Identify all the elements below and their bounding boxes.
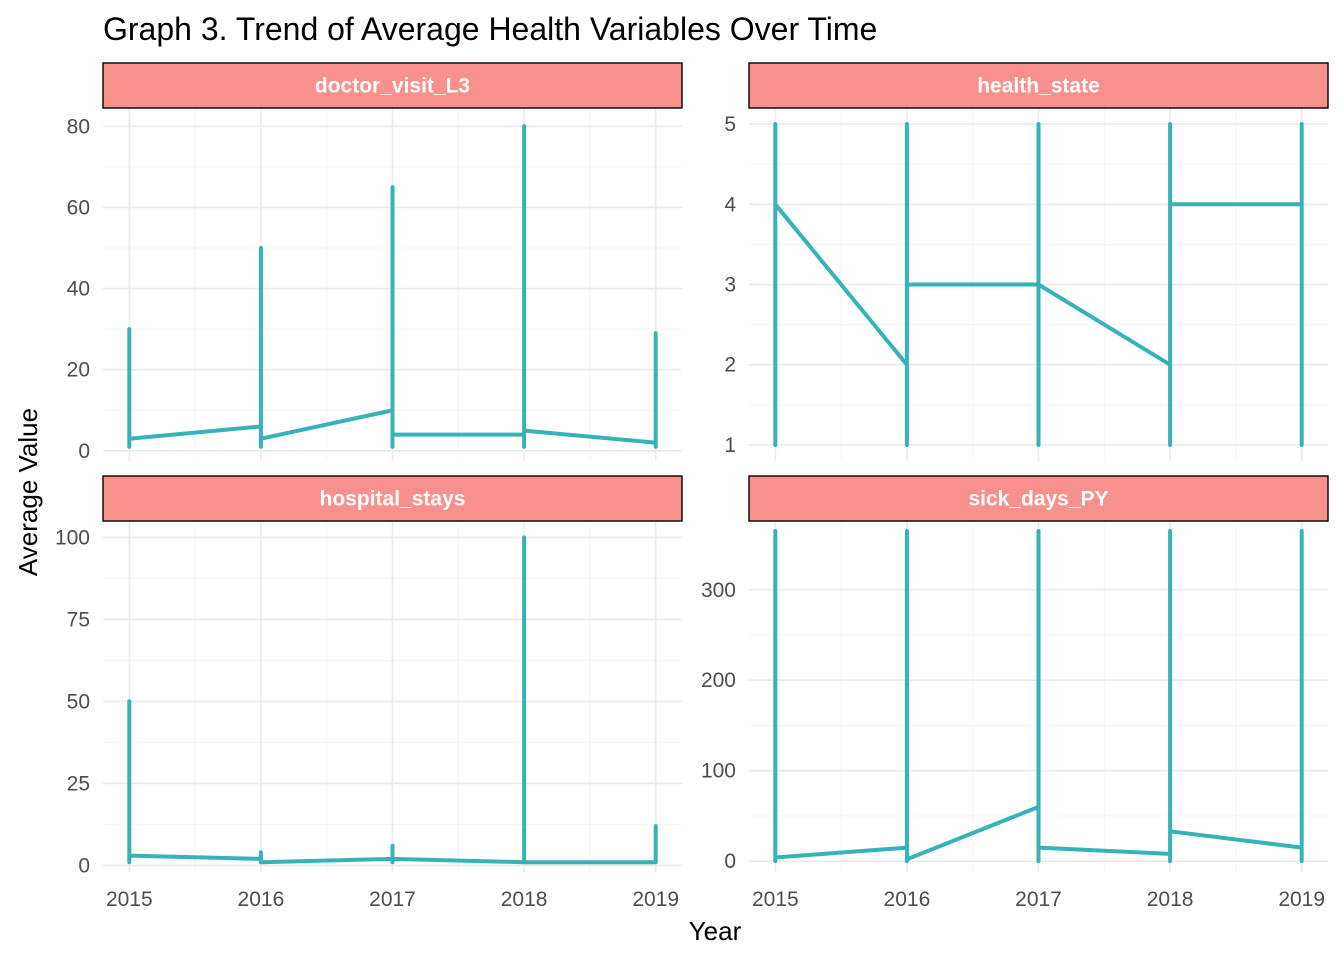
facet-strip-label: health_state <box>977 75 1100 98</box>
x-tick-label: 2015 <box>752 888 799 911</box>
panel-health-state: health_state 1 2 3 4 5 <box>724 62 1329 461</box>
panel-sick-days-py: sick_days_PY 0 100 200 300 2015 2016 2017 2018 20… <box>701 475 1329 911</box>
y-tick-label: 300 <box>701 579 736 602</box>
facet-strip <box>102 62 683 109</box>
series-line <box>773 122 1304 447</box>
facet-strip <box>748 475 1329 522</box>
y-tick-label: 2 <box>724 354 736 377</box>
x-tick-label: 2019 <box>1278 888 1325 911</box>
x-tick-label: 2018 <box>1147 888 1194 911</box>
x-tick-label: 2016 <box>238 888 285 911</box>
x-tick-label: 2016 <box>884 888 931 911</box>
y-tick-label: 200 <box>701 669 736 692</box>
x-axis-title: Year <box>689 916 742 946</box>
y-tick-label: 100 <box>55 526 90 549</box>
y-tick-label: 80 <box>67 115 90 138</box>
y-tick-label: 0 <box>78 854 90 877</box>
x-tick-label: 2017 <box>369 888 416 911</box>
series-line <box>127 535 658 865</box>
y-tick-label: 0 <box>78 440 90 463</box>
x-tick-label: 2018 <box>501 888 548 911</box>
facet-strip <box>102 475 683 522</box>
y-tick-label: 100 <box>701 760 736 783</box>
x-tick-label: 2017 <box>1015 888 1062 911</box>
y-tick-label: 50 <box>67 690 90 713</box>
series-line <box>773 529 1304 864</box>
panel-doctor-visit-l3: doctor_visit_L3 0 20 40 60 80 <box>67 62 683 463</box>
y-tick-label: 60 <box>67 196 90 219</box>
facet-strip-label: sick_days_PY <box>968 488 1108 511</box>
facet-strip-label: doctor_visit_L3 <box>315 75 470 98</box>
y-tick-label: 75 <box>67 608 90 631</box>
series-line <box>127 124 658 449</box>
panel-hospital-stays: hospital_stays 0 25 50 75 100 2015 2016 2017 2018… <box>55 475 683 911</box>
y-tick-label: 40 <box>67 278 90 301</box>
x-tick-label: 2019 <box>632 888 679 911</box>
y-tick-label: 4 <box>724 193 736 216</box>
facet-panels: doctor_visit_L3020406080health_state1234… <box>55 62 1329 911</box>
chart-title: Graph 3. Trend of Average Health Variabl… <box>103 11 877 47</box>
facet-strip-label: hospital_stays <box>320 488 466 511</box>
y-tick-label: 5 <box>724 113 736 136</box>
y-tick-label: 25 <box>67 772 90 795</box>
y-tick-label: 3 <box>724 274 736 297</box>
x-tick-label: 2015 <box>106 888 153 911</box>
y-tick-label: 0 <box>724 850 736 873</box>
y-tick-label: 20 <box>67 359 90 382</box>
y-tick-label: 1 <box>724 434 736 457</box>
y-axis-title: Average Value <box>13 408 43 576</box>
facet-strip <box>748 62 1329 109</box>
